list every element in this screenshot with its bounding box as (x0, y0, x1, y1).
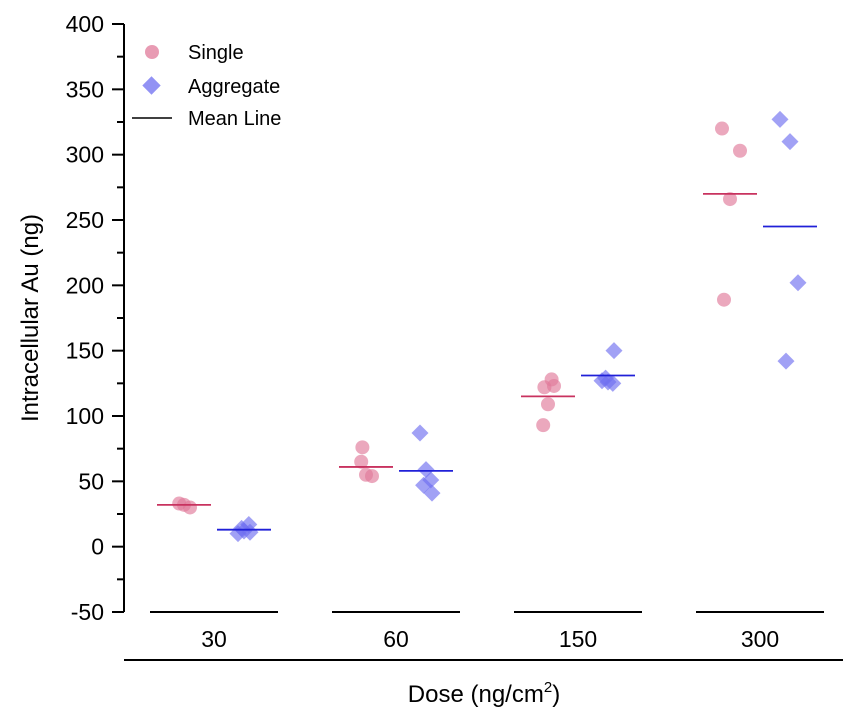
y-tick-label: 150 (66, 338, 104, 364)
y-tick-label: 250 (66, 207, 104, 233)
point-aggregate (423, 484, 441, 502)
point-aggregate (411, 424, 429, 442)
legend-label-mean-line: Mean Line (188, 108, 281, 130)
point-single (365, 469, 379, 484)
y-tick-label: 100 (66, 403, 104, 429)
x-tick-label: 60 (383, 626, 409, 652)
data-marks (157, 110, 817, 543)
y-axis-title: Intracellular Au (ng) (17, 214, 44, 422)
y-tick-label: 200 (66, 272, 104, 298)
x-tick-label: 300 (741, 626, 779, 652)
y-tick-label: -50 (71, 599, 104, 625)
y-tick-label: 350 (66, 76, 104, 102)
x-axis-title: Dose (ng/cm2) (408, 679, 560, 708)
x-tick-label: 150 (559, 626, 597, 652)
point-aggregate (781, 133, 799, 151)
point-aggregate (605, 342, 623, 360)
y-tick-label: 50 (78, 468, 104, 494)
point-single (536, 418, 551, 433)
legend-marker-single (145, 45, 159, 59)
y-tick-label: 400 (66, 11, 104, 37)
point-aggregate (597, 369, 615, 387)
point-aggregate (789, 274, 807, 292)
point-single (717, 292, 731, 307)
x-axis-tick-labels: 30 60 150 300 (201, 626, 779, 652)
point-aggregate (241, 523, 259, 541)
point-single (541, 397, 555, 412)
point-single (183, 500, 197, 515)
legend-label-single: Single (188, 42, 244, 64)
y-tick-label: 0 (91, 534, 104, 560)
x-axis-title-main: Dose (ng/cm (408, 681, 544, 708)
y-tick-label: 300 (66, 142, 104, 168)
x-axis-title-superscript: 2 (544, 679, 552, 696)
y-axis-ticks: -50 0 50 100 150 200 250 300 350 400 (66, 11, 124, 625)
point-single (544, 372, 559, 387)
plot-area: -50 0 50 100 150 200 250 300 350 400 30 60 150 300 (66, 11, 843, 661)
point-aggregate (771, 110, 789, 128)
point-single (723, 192, 737, 207)
x-tick-label: 30 (201, 626, 227, 652)
point-single (733, 143, 747, 158)
legend-marker-aggregate (142, 76, 161, 95)
x-axis-title-close: ) (552, 681, 560, 708)
point-aggregate (777, 352, 795, 370)
point-single (354, 454, 369, 469)
legend-label-aggregate: Aggregate (188, 76, 280, 98)
legend: Single Aggregate Mean Line (132, 42, 281, 130)
point-single (355, 440, 370, 455)
point-single (715, 121, 729, 136)
